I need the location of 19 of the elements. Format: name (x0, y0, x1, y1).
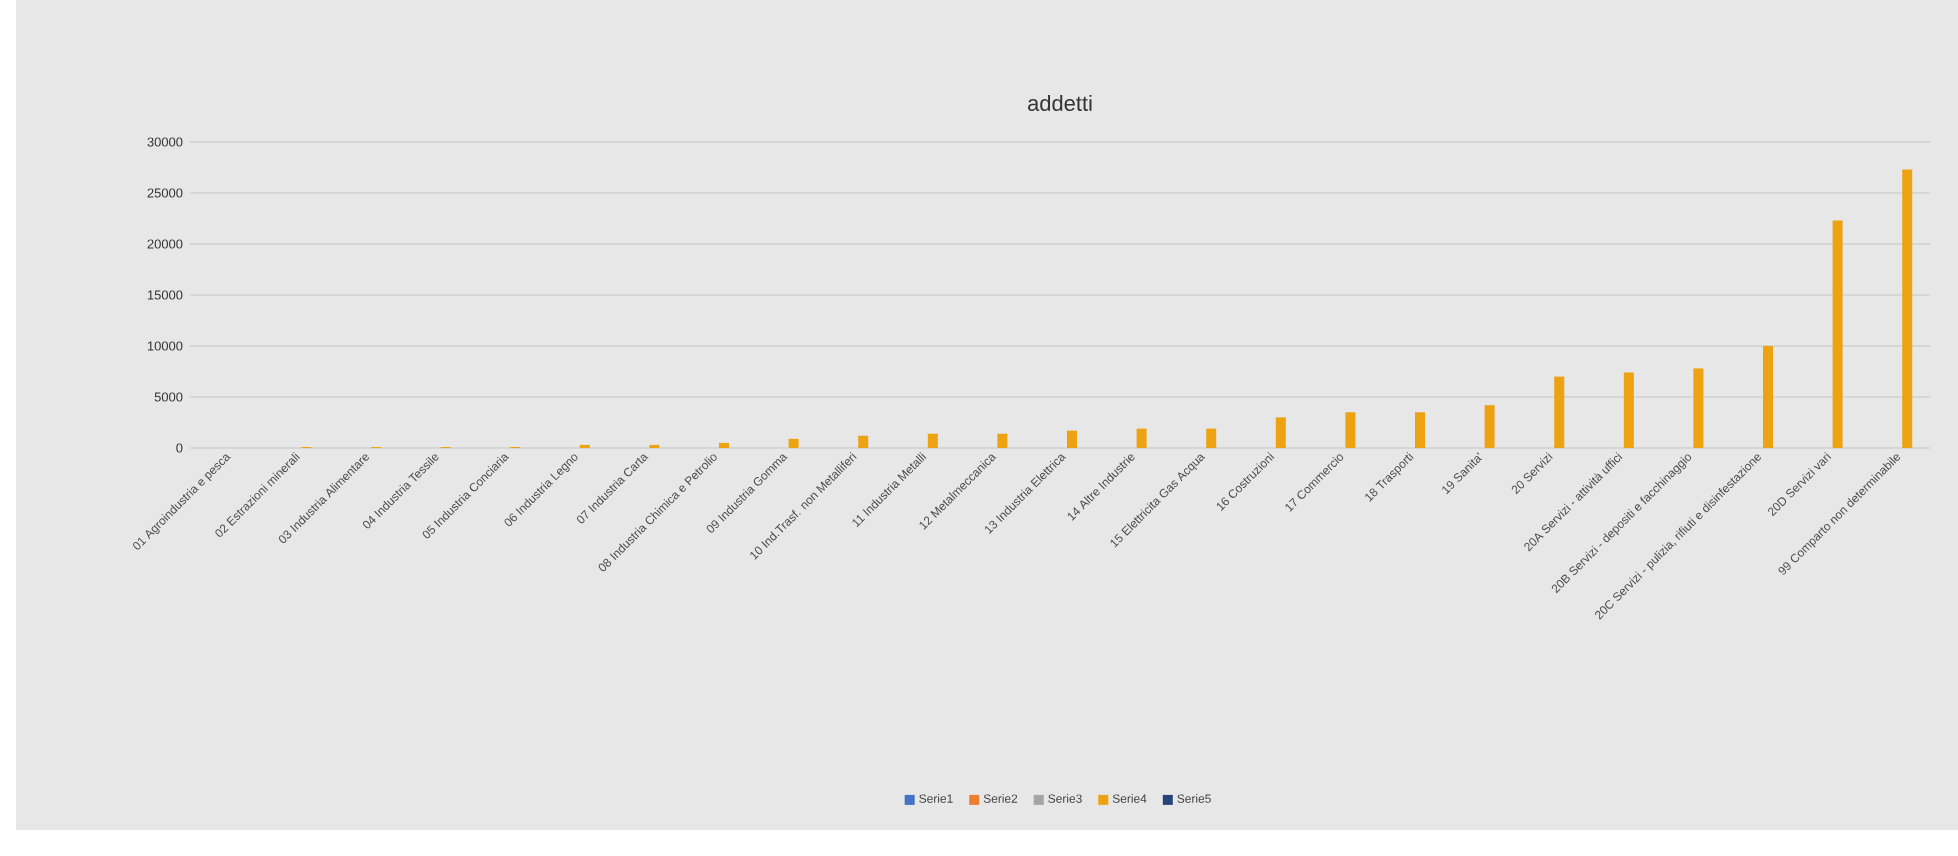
bar (1693, 368, 1704, 448)
bar (1345, 412, 1356, 448)
bar (1623, 372, 1634, 448)
bar (1484, 405, 1495, 448)
chart-title: addetti (1028, 94, 1092, 112)
bar (788, 438, 799, 448)
bar (1136, 428, 1147, 448)
bar (1902, 169, 1913, 448)
bar (927, 433, 938, 448)
bar (1832, 220, 1843, 448)
bar (1206, 428, 1217, 448)
bar (1067, 430, 1078, 448)
bar (997, 433, 1008, 448)
bar (1415, 412, 1426, 448)
bar (719, 442, 730, 448)
bar (1763, 346, 1774, 448)
bar (858, 435, 869, 448)
bar (1554, 376, 1565, 448)
bar (1275, 417, 1286, 448)
